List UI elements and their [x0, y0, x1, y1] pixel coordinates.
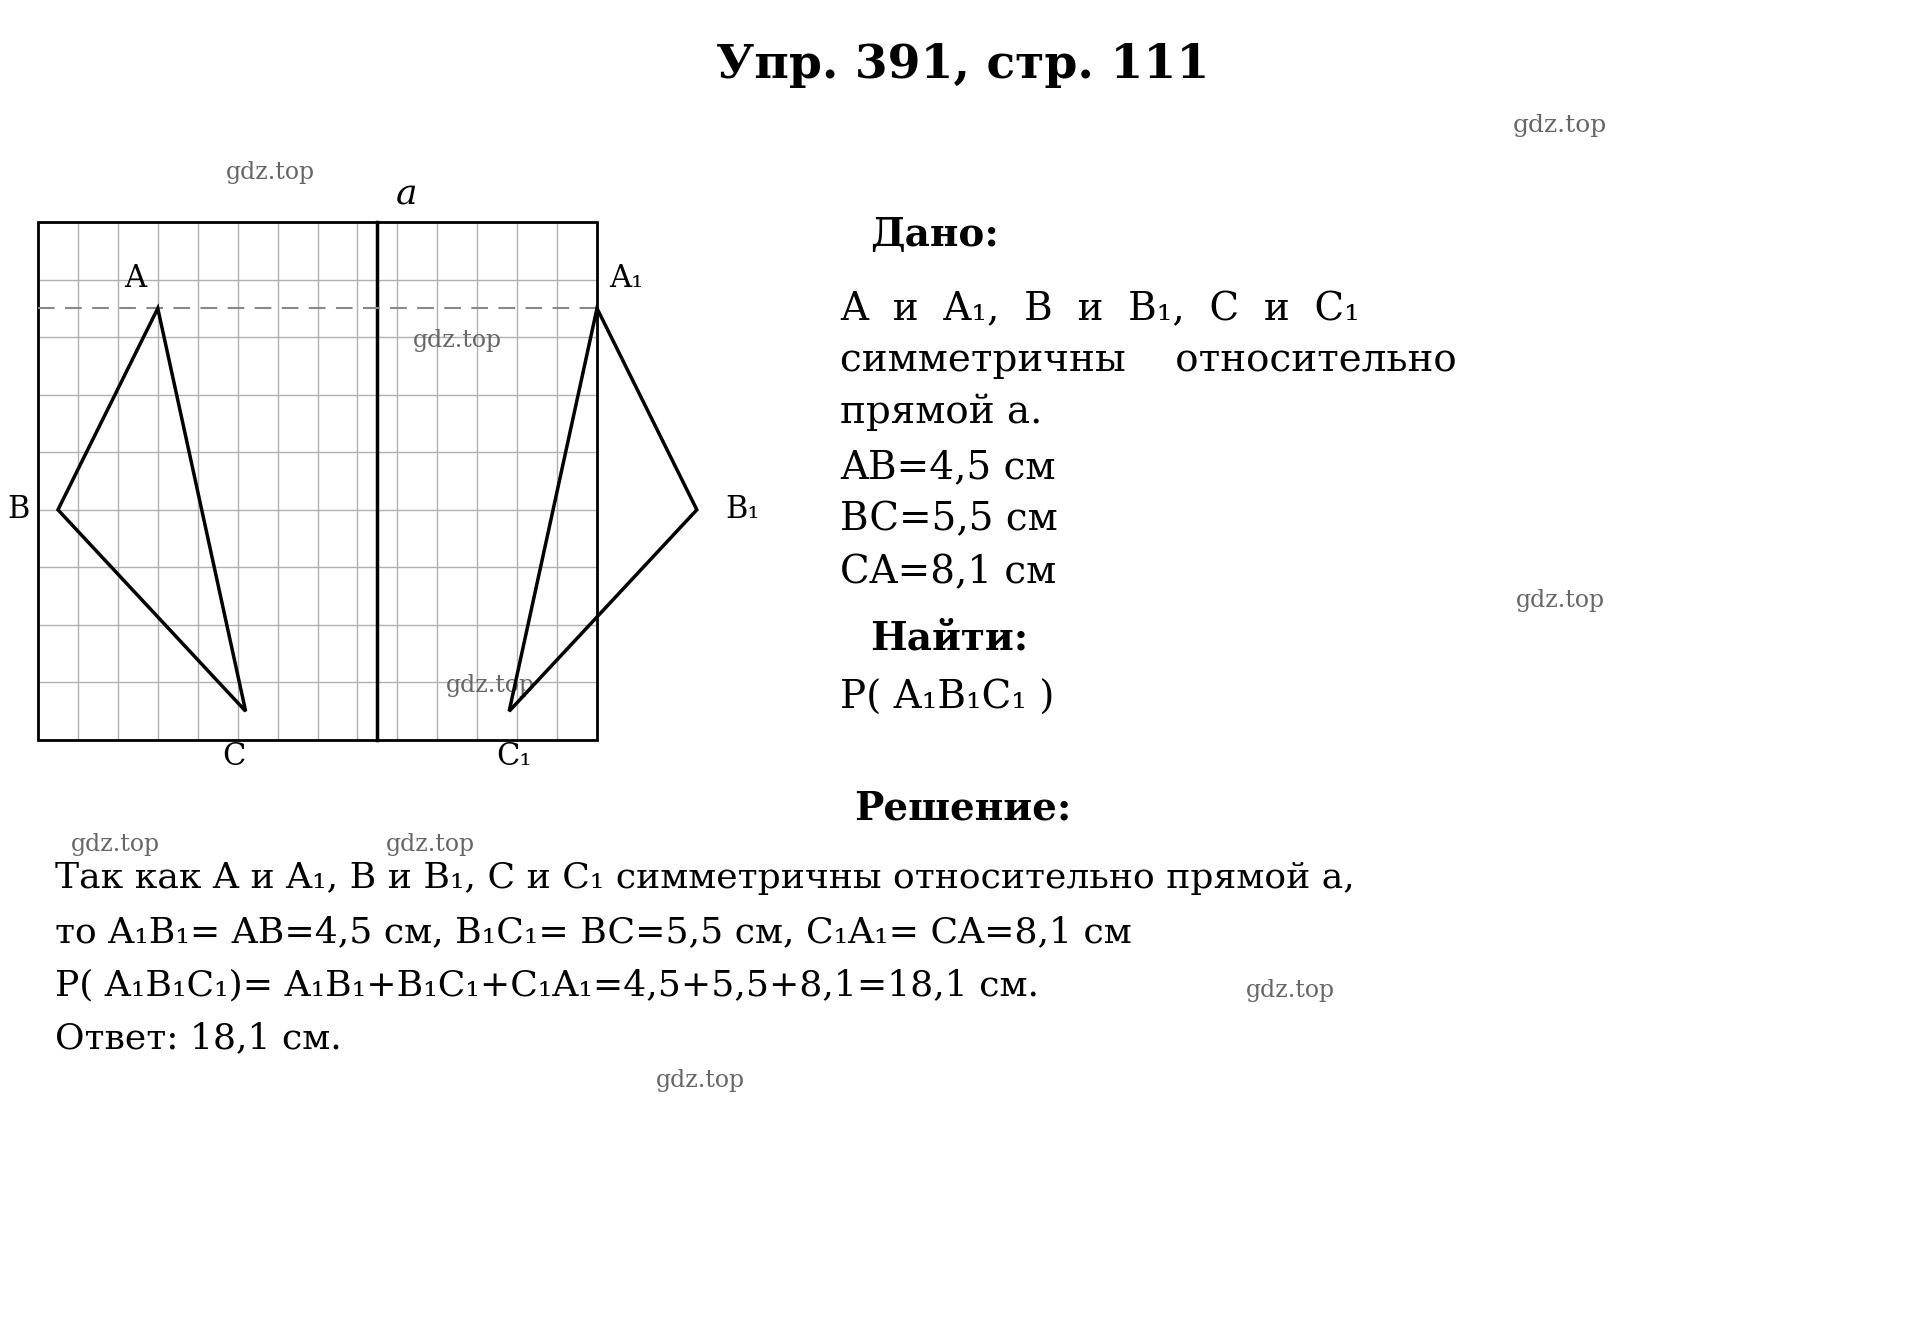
Text: Упр. 391, стр. 111: Упр. 391, стр. 111 — [716, 42, 1210, 89]
Text: Найти:: Найти: — [871, 620, 1028, 657]
Text: P( A₁B₁C₁ ): P( A₁B₁C₁ ) — [840, 680, 1055, 716]
Text: A₁: A₁ — [609, 263, 643, 294]
Text: gdz.top: gdz.top — [385, 834, 474, 857]
Text: AB=4,5 см: AB=4,5 см — [840, 449, 1055, 487]
Text: gdz.top: gdz.top — [1514, 114, 1606, 137]
Text: B₁: B₁ — [724, 495, 759, 526]
Text: BC=5,5 см: BC=5,5 см — [840, 502, 1057, 539]
Text: Ответ: 18,1 см.: Ответ: 18,1 см. — [56, 1021, 341, 1055]
Text: P( A₁B₁C₁)= A₁B₁+B₁C₁+C₁A₁=4,5+5,5+8,1=18,1 см.: P( A₁B₁C₁)= A₁B₁+B₁C₁+C₁A₁=4,5+5,5+8,1=1… — [56, 968, 1038, 1002]
Text: то A₁B₁= AB=4,5 см, B₁C₁= BC=5,5 см, C₁A₁= CA=8,1 см: то A₁B₁= AB=4,5 см, B₁C₁= BC=5,5 см, C₁A… — [56, 915, 1132, 949]
Text: gdz.top: gdz.top — [1516, 589, 1604, 611]
Text: C₁: C₁ — [497, 742, 532, 772]
Text: CA=8,1 см: CA=8,1 см — [840, 554, 1055, 591]
Text: gdz.top: gdz.top — [71, 834, 160, 857]
Text: gdz.top: gdz.top — [445, 673, 535, 696]
Text: a: a — [395, 177, 416, 211]
Text: B: B — [8, 495, 31, 526]
Text: прямой a.: прямой a. — [840, 393, 1042, 430]
Text: A: A — [123, 263, 146, 294]
Text: Дано:: Дано: — [871, 216, 1000, 253]
Text: симметричны    относительно: симметричны относительно — [840, 342, 1456, 378]
Text: A  и  A₁,  B  и  B₁,  C  и  C₁: A и A₁, B и B₁, C и C₁ — [840, 291, 1360, 329]
Text: gdz.top: gdz.top — [655, 1069, 745, 1092]
Text: Решение:: Решение: — [855, 789, 1071, 827]
Text: gdz.top: gdz.top — [1246, 979, 1335, 1002]
Bar — [39, 223, 597, 740]
Text: gdz.top: gdz.top — [225, 161, 314, 184]
Text: gdz.top: gdz.top — [412, 329, 503, 351]
Text: Так как A и A₁, B и B₁, C и C₁ симметричны относительно прямой a,: Так как A и A₁, B и B₁, C и C₁ симметрич… — [56, 861, 1354, 894]
Text: C: C — [221, 742, 245, 772]
